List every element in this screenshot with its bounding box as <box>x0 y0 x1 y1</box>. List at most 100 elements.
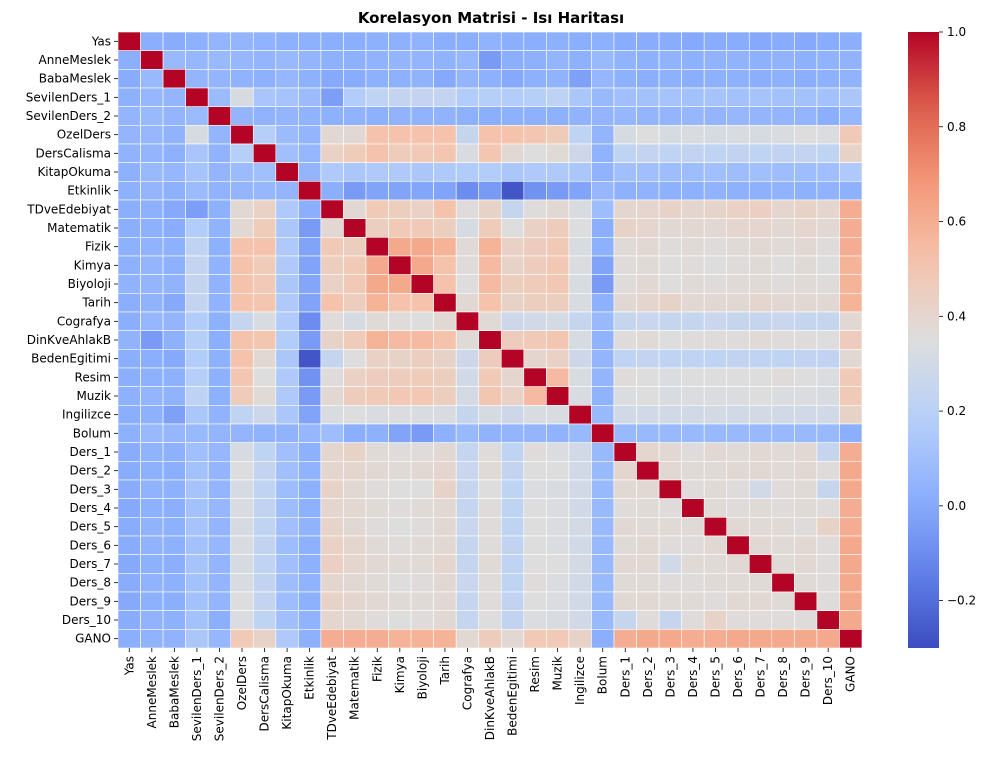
heatmap-cell <box>703 367 728 387</box>
heatmap-cell <box>343 274 367 294</box>
heatmap-cell <box>658 293 682 313</box>
heatmap-cell <box>162 237 186 257</box>
heatmap-cell <box>455 423 480 443</box>
heatmap-cell <box>320 573 344 593</box>
y-tick-label: BedenEgitimi <box>31 352 111 366</box>
heatmap-cell <box>230 610 254 630</box>
heatmap-cell <box>162 218 186 238</box>
heatmap-cell <box>455 162 480 182</box>
heatmap-cell <box>839 106 863 126</box>
heatmap-cell <box>140 69 164 89</box>
heatmap-cell <box>794 143 818 163</box>
heatmap-cell <box>365 162 389 182</box>
heatmap-cell <box>500 237 525 257</box>
heatmap-cell <box>478 311 502 331</box>
heatmap-cell <box>478 69 502 89</box>
heatmap-cell <box>748 573 773 593</box>
heatmap-cell <box>230 218 254 238</box>
heatmap-cell <box>230 143 254 163</box>
heatmap-cell <box>568 535 592 555</box>
heatmap-cell <box>839 591 863 611</box>
heatmap-cell <box>140 405 164 425</box>
heatmap-cell <box>771 162 795 182</box>
heatmap-cell <box>455 386 480 406</box>
heatmap-cell <box>388 162 412 182</box>
heatmap-cell <box>185 255 209 275</box>
heatmap-cell <box>636 367 660 387</box>
colorbar-gradient <box>908 32 939 648</box>
heatmap-cell <box>298 293 322 313</box>
y-tick-label: Fizik <box>85 240 111 254</box>
heatmap-cell <box>252 162 277 182</box>
heatmap-cell <box>839 50 863 70</box>
heatmap-cell <box>523 106 547 126</box>
heatmap-cell <box>839 535 863 555</box>
heatmap-cell <box>117 367 141 387</box>
heatmap-cell <box>455 349 480 369</box>
heatmap-cell <box>568 199 592 219</box>
heatmap-cell <box>388 405 412 425</box>
heatmap-cell <box>230 367 254 387</box>
heatmap-cell <box>636 31 660 51</box>
heatmap-cell <box>230 31 254 51</box>
heatmap-cell <box>343 50 367 70</box>
heatmap-cell <box>388 199 412 219</box>
heatmap-cell <box>591 573 615 593</box>
heatmap-cell <box>140 162 164 182</box>
heatmap-cell <box>500 349 525 369</box>
heatmap-cell <box>207 386 232 406</box>
heatmap-cell <box>298 87 322 107</box>
heatmap-cell <box>523 367 547 387</box>
heatmap-cell <box>839 237 863 257</box>
heatmap-cell <box>726 367 750 387</box>
heatmap-cell <box>410 479 434 499</box>
heatmap-cell <box>816 106 840 126</box>
heatmap-cell <box>703 498 728 518</box>
heatmap-cell <box>794 274 818 294</box>
heatmap-cell <box>140 554 164 574</box>
heatmap-cell <box>298 218 322 238</box>
heatmap-cell <box>162 423 186 443</box>
heatmap-cell <box>365 349 389 369</box>
heatmap-cell <box>748 218 773 238</box>
heatmap-cell <box>703 293 728 313</box>
heatmap-cell <box>726 50 750 70</box>
heatmap-cell <box>252 386 277 406</box>
heatmap-cell <box>794 293 818 313</box>
heatmap-cell <box>794 237 818 257</box>
x-tick-label: SevilenDers_2 <box>212 656 226 741</box>
heatmap-cell <box>298 50 322 70</box>
heatmap-cell <box>433 386 457 406</box>
heatmap-cell <box>410 554 434 574</box>
heatmap-cell <box>388 293 412 313</box>
heatmap-cell <box>839 442 863 462</box>
heatmap-cell <box>433 423 457 443</box>
heatmap-cell <box>320 218 344 238</box>
heatmap-cell <box>591 106 615 126</box>
heatmap-cell <box>591 274 615 294</box>
heatmap-cell <box>748 554 773 574</box>
x-tick-label: Matematik <box>348 656 362 720</box>
heatmap-cell <box>568 181 592 201</box>
heatmap-cell <box>230 535 254 555</box>
heatmap-cell <box>636 199 660 219</box>
heatmap-cell <box>455 554 480 574</box>
heatmap-cell <box>636 517 660 537</box>
heatmap-cell <box>298 423 322 443</box>
heatmap-cell <box>230 330 254 350</box>
heatmap-cell <box>546 479 570 499</box>
heatmap-cell <box>455 87 480 107</box>
heatmap-cell <box>546 423 570 443</box>
heatmap-cell <box>658 237 682 257</box>
heatmap-cell <box>591 498 615 518</box>
heatmap-cell <box>794 31 818 51</box>
heatmap-cell <box>410 442 434 462</box>
heatmap-cell <box>410 311 434 331</box>
heatmap-cell <box>252 535 277 555</box>
heatmap-cell <box>748 367 773 387</box>
heatmap-cell <box>613 573 637 593</box>
heatmap-cell <box>433 330 457 350</box>
heatmap-cell <box>636 125 660 145</box>
heatmap-cell <box>546 461 570 481</box>
heatmap-cell <box>455 181 480 201</box>
